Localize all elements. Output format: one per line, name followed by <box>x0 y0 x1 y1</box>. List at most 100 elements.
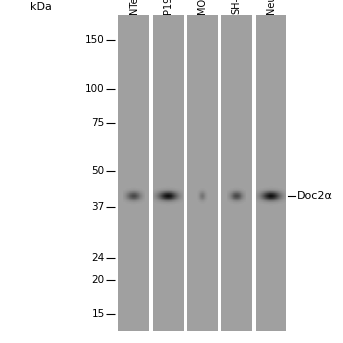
Bar <box>267 204 268 205</box>
Bar <box>126 194 127 195</box>
Bar <box>159 188 160 189</box>
Bar <box>133 195 134 196</box>
Bar <box>143 198 144 199</box>
Bar <box>133 197 134 198</box>
Bar <box>266 203 267 204</box>
Bar <box>134 199 135 200</box>
Bar <box>278 195 279 196</box>
Bar <box>163 191 164 192</box>
Bar <box>284 197 285 198</box>
Bar <box>126 202 127 203</box>
Bar <box>131 197 132 198</box>
Bar <box>181 190 182 191</box>
Bar <box>173 197 174 198</box>
Bar <box>130 193 131 194</box>
Bar <box>169 188 170 189</box>
Bar <box>274 191 275 192</box>
Bar <box>129 188 130 189</box>
Bar <box>128 188 129 189</box>
Bar <box>175 192 176 193</box>
Bar <box>277 188 278 189</box>
Bar <box>139 189 140 190</box>
Bar <box>160 203 161 204</box>
Bar <box>262 193 263 194</box>
Bar <box>135 204 136 205</box>
Bar <box>262 191 263 192</box>
Bar <box>158 203 159 204</box>
Bar <box>268 198 269 199</box>
Bar <box>266 197 267 198</box>
Bar <box>126 203 127 204</box>
Bar <box>172 197 173 198</box>
Bar <box>136 201 137 202</box>
Bar <box>279 197 280 198</box>
Bar <box>284 193 285 194</box>
Bar <box>280 203 281 204</box>
Bar <box>267 202 268 203</box>
Bar <box>171 203 172 204</box>
Bar <box>279 189 280 190</box>
Bar <box>138 190 139 191</box>
Bar <box>162 201 163 202</box>
Bar <box>182 195 183 196</box>
Bar <box>160 191 161 192</box>
Bar <box>168 189 169 190</box>
Bar <box>130 195 131 196</box>
Bar <box>264 202 265 203</box>
Bar <box>279 188 280 189</box>
Bar <box>180 196 181 197</box>
Bar <box>165 201 166 202</box>
Bar <box>262 203 263 204</box>
Bar <box>273 197 274 198</box>
Bar <box>272 186 273 187</box>
Bar <box>126 188 127 189</box>
Bar <box>266 202 267 203</box>
Bar <box>160 200 161 201</box>
Bar <box>123 193 124 194</box>
Bar <box>263 201 264 202</box>
Bar <box>262 195 263 196</box>
Bar <box>142 190 143 191</box>
Bar <box>138 199 139 200</box>
Bar <box>283 192 284 193</box>
Bar <box>143 201 144 202</box>
Bar <box>260 203 261 204</box>
Bar <box>164 198 165 199</box>
Bar <box>182 193 183 194</box>
Bar <box>279 203 280 204</box>
Bar <box>128 193 129 194</box>
Bar <box>158 202 159 203</box>
Bar <box>258 195 259 196</box>
Bar <box>154 202 155 203</box>
Text: 50: 50 <box>92 166 105 176</box>
Bar <box>170 188 171 189</box>
Bar <box>264 196 265 197</box>
Bar <box>268 187 269 188</box>
Bar <box>135 197 136 198</box>
Bar <box>276 198 277 199</box>
Bar <box>264 190 265 191</box>
Bar <box>153 199 154 200</box>
Bar <box>167 196 168 197</box>
Bar <box>156 189 157 190</box>
Bar <box>142 196 143 197</box>
Bar <box>169 187 170 188</box>
Bar <box>140 195 141 196</box>
Bar <box>276 204 277 205</box>
Bar <box>129 194 130 195</box>
Bar <box>140 200 141 201</box>
Bar <box>268 201 269 202</box>
Bar <box>264 201 265 202</box>
Bar <box>260 201 261 202</box>
Bar <box>176 196 177 197</box>
Bar <box>166 188 167 189</box>
Bar <box>128 202 129 203</box>
Bar <box>143 200 144 201</box>
Bar <box>162 203 163 204</box>
Bar <box>256 197 257 198</box>
Bar <box>125 194 126 195</box>
Bar <box>265 192 266 193</box>
Bar <box>179 188 180 189</box>
Bar <box>268 189 269 190</box>
Bar <box>131 198 132 199</box>
